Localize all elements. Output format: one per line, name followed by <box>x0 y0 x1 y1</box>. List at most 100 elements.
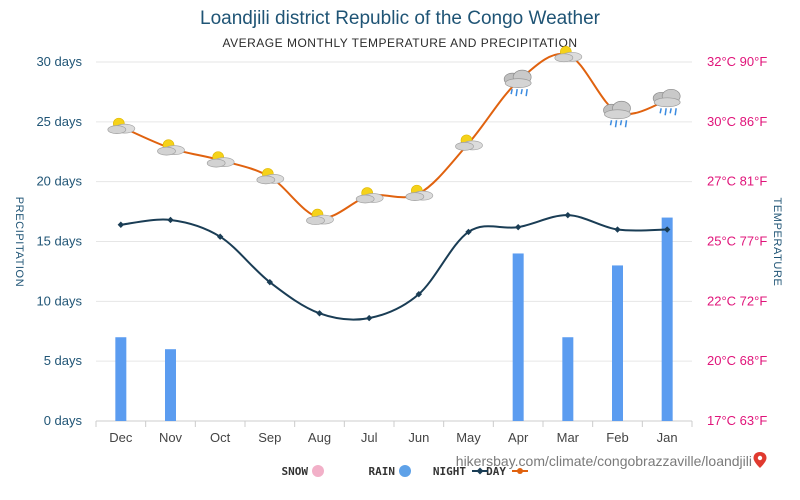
right-tick-label: 32°C 90°F <box>707 54 767 69</box>
partly-sunny-icon <box>554 46 583 63</box>
right-tick-label: 25°C 77°F <box>707 234 767 249</box>
rain-bar-nov <box>165 349 176 421</box>
left-tick-label: 20 days <box>36 174 82 189</box>
cloud-icon <box>157 146 176 156</box>
chart-subtitle: AVERAGE MONTHLY TEMPERATURE AND PRECIPIT… <box>223 36 578 50</box>
night-point-nov <box>167 216 174 224</box>
x-tick-label-nov: Nov <box>159 430 183 445</box>
night-point-feb <box>614 226 621 233</box>
right-axis-label: TEMPERATURE <box>771 198 783 287</box>
legend-label: SNOW <box>282 465 309 478</box>
night-point-sep <box>266 278 274 286</box>
left-tick-label: 0 days <box>44 413 83 428</box>
raindrop-icon <box>510 88 513 95</box>
x-tick-label-feb: Feb <box>606 430 628 445</box>
x-tick-label-apr: Apr <box>508 430 529 445</box>
partly-sunny-icon <box>405 184 434 201</box>
raindrop-icon <box>520 88 523 95</box>
night-point-mar <box>564 211 572 219</box>
rain-bar-feb <box>612 265 623 421</box>
left-tick-label: 10 days <box>36 293 82 308</box>
chart-title: Loandjili district Republic of the Congo… <box>200 8 601 29</box>
x-tick-label-may: May <box>456 430 481 445</box>
x-tick-label-mar: Mar <box>557 430 580 445</box>
night-point-apr <box>514 223 522 231</box>
cloud-icon <box>504 78 532 88</box>
raindrop-icon <box>664 108 667 116</box>
raindrop-icon <box>525 89 528 97</box>
partly-sunny-icon <box>206 151 235 168</box>
x-tick-label-dec: Dec <box>109 430 133 445</box>
cloud-icon <box>107 125 127 134</box>
raindrop-icon <box>659 108 662 114</box>
x-tick-label-jun: Jun <box>408 430 429 445</box>
left-axis-ticks: 0 days 5 days 10 days 15 days 20 days 25 days… <box>36 54 82 428</box>
right-tick-label: 30°C 86°F <box>707 114 767 129</box>
left-axis-label: PRECIPITATION <box>13 197 25 288</box>
raindrop-icon <box>674 108 677 116</box>
rain-cloud-icon <box>652 88 681 116</box>
x-tick-label-sep: Sep <box>258 430 281 445</box>
legend-label: RAIN <box>369 465 396 478</box>
raindrop-icon <box>619 120 623 126</box>
weather-icons <box>107 46 681 225</box>
partly-sunny-icon <box>256 168 285 185</box>
x-tick-label-jul: Jul <box>361 430 378 445</box>
night-point-may <box>465 228 472 236</box>
rain-bar-dec <box>115 337 127 421</box>
partly-sunny-icon <box>306 208 334 225</box>
legend-rain-dot-icon <box>399 465 411 477</box>
cloud-icon <box>554 53 574 63</box>
cloud-icon <box>653 97 681 108</box>
x-tick-label-aug: Aug <box>308 430 331 445</box>
legend-night-marker-icon <box>476 467 484 475</box>
cloud-icon <box>405 192 425 201</box>
temperature-lines <box>117 51 671 322</box>
raindrop-icon <box>624 120 628 128</box>
grid-lines <box>95 61 693 427</box>
night-point-jun <box>415 290 423 298</box>
night-point-aug <box>316 310 323 317</box>
right-axis-ticks: 17°C 63°F 20°C 68°F 22°C 72°F 25°C 77°F 27°C… <box>707 54 767 428</box>
cloud-icon <box>604 109 631 120</box>
legend-snow-dot-icon <box>312 465 324 477</box>
raindrop-icon <box>669 108 672 114</box>
night-point-jul <box>365 314 373 322</box>
x-axis-ticks: Jan Feb Mar Apr May Jun Jul Aug Sep Oct Nov Dec <box>109 430 677 445</box>
right-tick-label: 27°C 81°F <box>707 174 767 189</box>
left-tick-label: 30 days <box>36 54 82 69</box>
legend-item-snow: SNOW <box>282 465 324 478</box>
rain-bar-mar <box>562 337 574 421</box>
x-tick-label-jan: Jan <box>657 430 678 445</box>
rain-bar-jan <box>661 217 673 421</box>
legend-label: NIGHT <box>433 465 466 478</box>
cloud-icon <box>256 175 276 185</box>
legend-day-marker-icon <box>517 468 523 474</box>
rain-cloud-icon <box>603 100 631 128</box>
cloud-icon <box>355 194 375 204</box>
credit-link[interactable]: hikersbay.com/climate/congobrazzaville/l… <box>456 453 752 469</box>
credit-line: hikersbay.com/climate/congobrazzaville/l… <box>456 452 767 469</box>
raindrop-icon <box>515 89 518 97</box>
partly-sunny-icon <box>355 187 384 204</box>
right-tick-label: 17°C 63°F <box>707 413 767 428</box>
left-tick-label: 15 days <box>36 234 82 249</box>
left-tick-label: 25 days <box>36 114 82 129</box>
left-tick-label: 5 days <box>44 353 83 368</box>
partly-sunny-icon <box>107 117 136 134</box>
legend-item-day: DAY <box>486 465 528 478</box>
right-tick-label: 22°C 72°F <box>707 293 767 308</box>
right-tick-label: 20°C 68°F <box>707 353 767 368</box>
night-temperature-line <box>120 214 668 321</box>
rain-cloud-icon <box>503 69 532 97</box>
cloud-icon <box>206 158 226 168</box>
raindrop-icon <box>609 120 613 126</box>
cloud-icon <box>306 216 325 225</box>
night-point-dec <box>117 221 125 228</box>
partly-sunny-icon <box>157 139 185 156</box>
legend-item-night: NIGHT <box>433 465 488 478</box>
night-point-oct <box>216 233 224 240</box>
legend: DAY NIGHT RAIN SNOW <box>282 465 528 478</box>
rain-bars <box>115 217 673 421</box>
